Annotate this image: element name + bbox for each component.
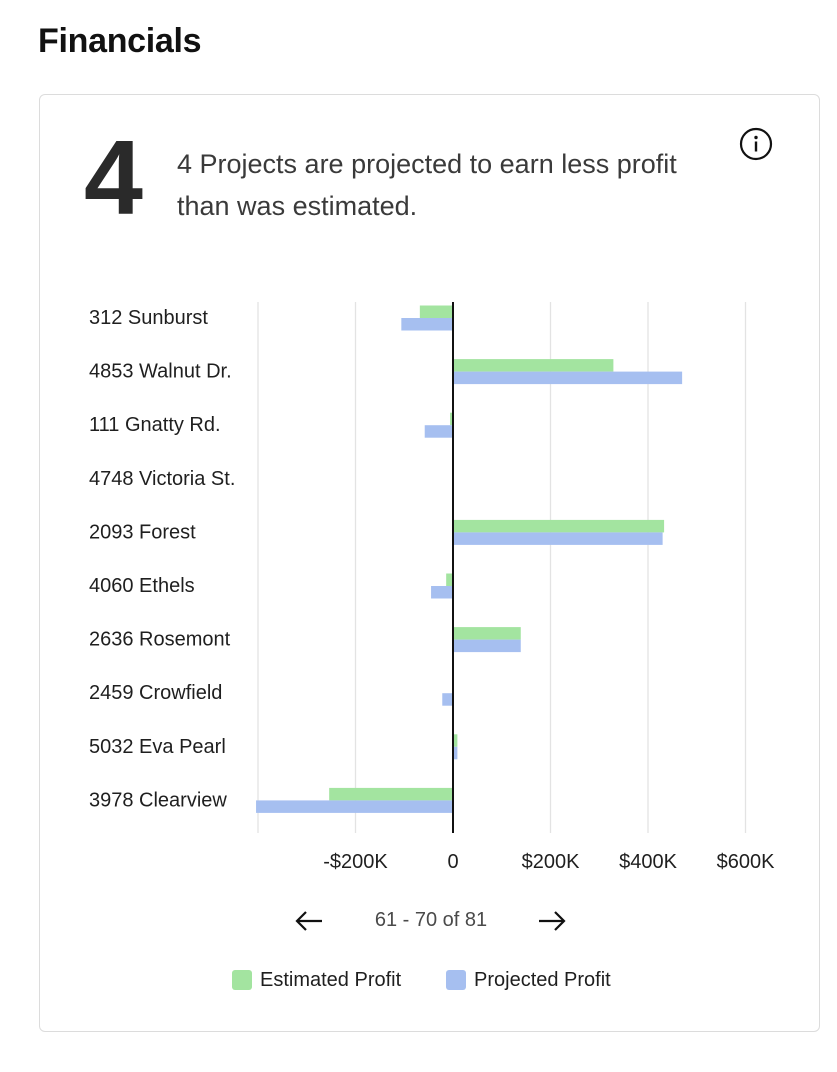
financials-card: 4 4 Projects are projected to earn less … <box>39 94 820 1032</box>
legend-swatch-projected <box>446 970 466 990</box>
bar-projected <box>256 800 453 813</box>
bar-estimated <box>453 519 665 533</box>
category-label: 2093 Forest <box>89 521 196 543</box>
category-label: 2636 Rosemont <box>89 629 231 651</box>
category-label: 4853 Walnut Dr. <box>89 361 232 383</box>
category-label: 312 Sunburst <box>89 307 208 329</box>
x-tick-label: $600K <box>717 851 775 873</box>
x-tick-label: -$200K <box>323 851 388 873</box>
category-label: 5032 Eva Pearl <box>89 736 226 758</box>
next-page-button[interactable] <box>533 903 569 939</box>
category-label: 4748 Victoria St. <box>89 468 235 490</box>
bar-estimated <box>446 573 453 586</box>
pagination: 61 - 70 of 81 <box>40 903 821 939</box>
legend-item-projected: Projected Profit <box>446 965 611 995</box>
previous-page-button[interactable] <box>292 903 328 939</box>
info-circle-icon <box>739 127 773 161</box>
bar-estimated <box>329 787 453 801</box>
bar-projected <box>424 425 453 438</box>
category-label: 111 Gnatty Rd. <box>89 414 221 436</box>
chart-legend: Estimated Profit Projected Profit <box>40 965 821 995</box>
x-tick-label: 0 <box>447 851 458 873</box>
arrow-right-icon <box>539 911 566 931</box>
x-tick-label: $200K <box>522 851 580 873</box>
bar-projected <box>453 746 458 760</box>
projects-count: 4 <box>84 119 143 237</box>
legend-item-estimated: Estimated Profit <box>232 965 401 995</box>
category-label: 3978 Clearview <box>89 789 227 811</box>
category-label: 4060 Ethels <box>89 575 195 597</box>
profit-bar-chart: 312 Sunburst 4853 Walnut Dr. 111 Gnatty Rd… <box>89 302 775 873</box>
bar-estimated <box>450 412 453 426</box>
x-tick-label: $400K <box>619 851 677 873</box>
bar-estimated <box>453 359 614 372</box>
pagination-range: 61 - 70 of 81 <box>374 909 488 931</box>
page-title: Financials <box>38 22 202 60</box>
category-label: 2459 Crowfield <box>89 682 222 704</box>
legend-label-estimated: Estimated Profit <box>260 968 402 991</box>
bar-projected <box>453 371 683 385</box>
arrow-left-icon <box>295 911 322 931</box>
bar-projected <box>401 318 453 331</box>
bar-estimated <box>453 627 521 640</box>
bar-projected <box>453 532 663 545</box>
bar-estimated <box>419 305 453 318</box>
legend-swatch-estimated <box>232 970 252 990</box>
bar-estimated <box>453 734 458 747</box>
info-button[interactable] <box>739 127 773 161</box>
bar-projected <box>453 639 521 653</box>
summary-text: 4 Projects are projected to earn less pr… <box>177 149 677 221</box>
legend-label-projected: Projected Profit <box>474 968 611 991</box>
bar-projected <box>431 586 453 599</box>
bar-projected <box>442 693 453 706</box>
